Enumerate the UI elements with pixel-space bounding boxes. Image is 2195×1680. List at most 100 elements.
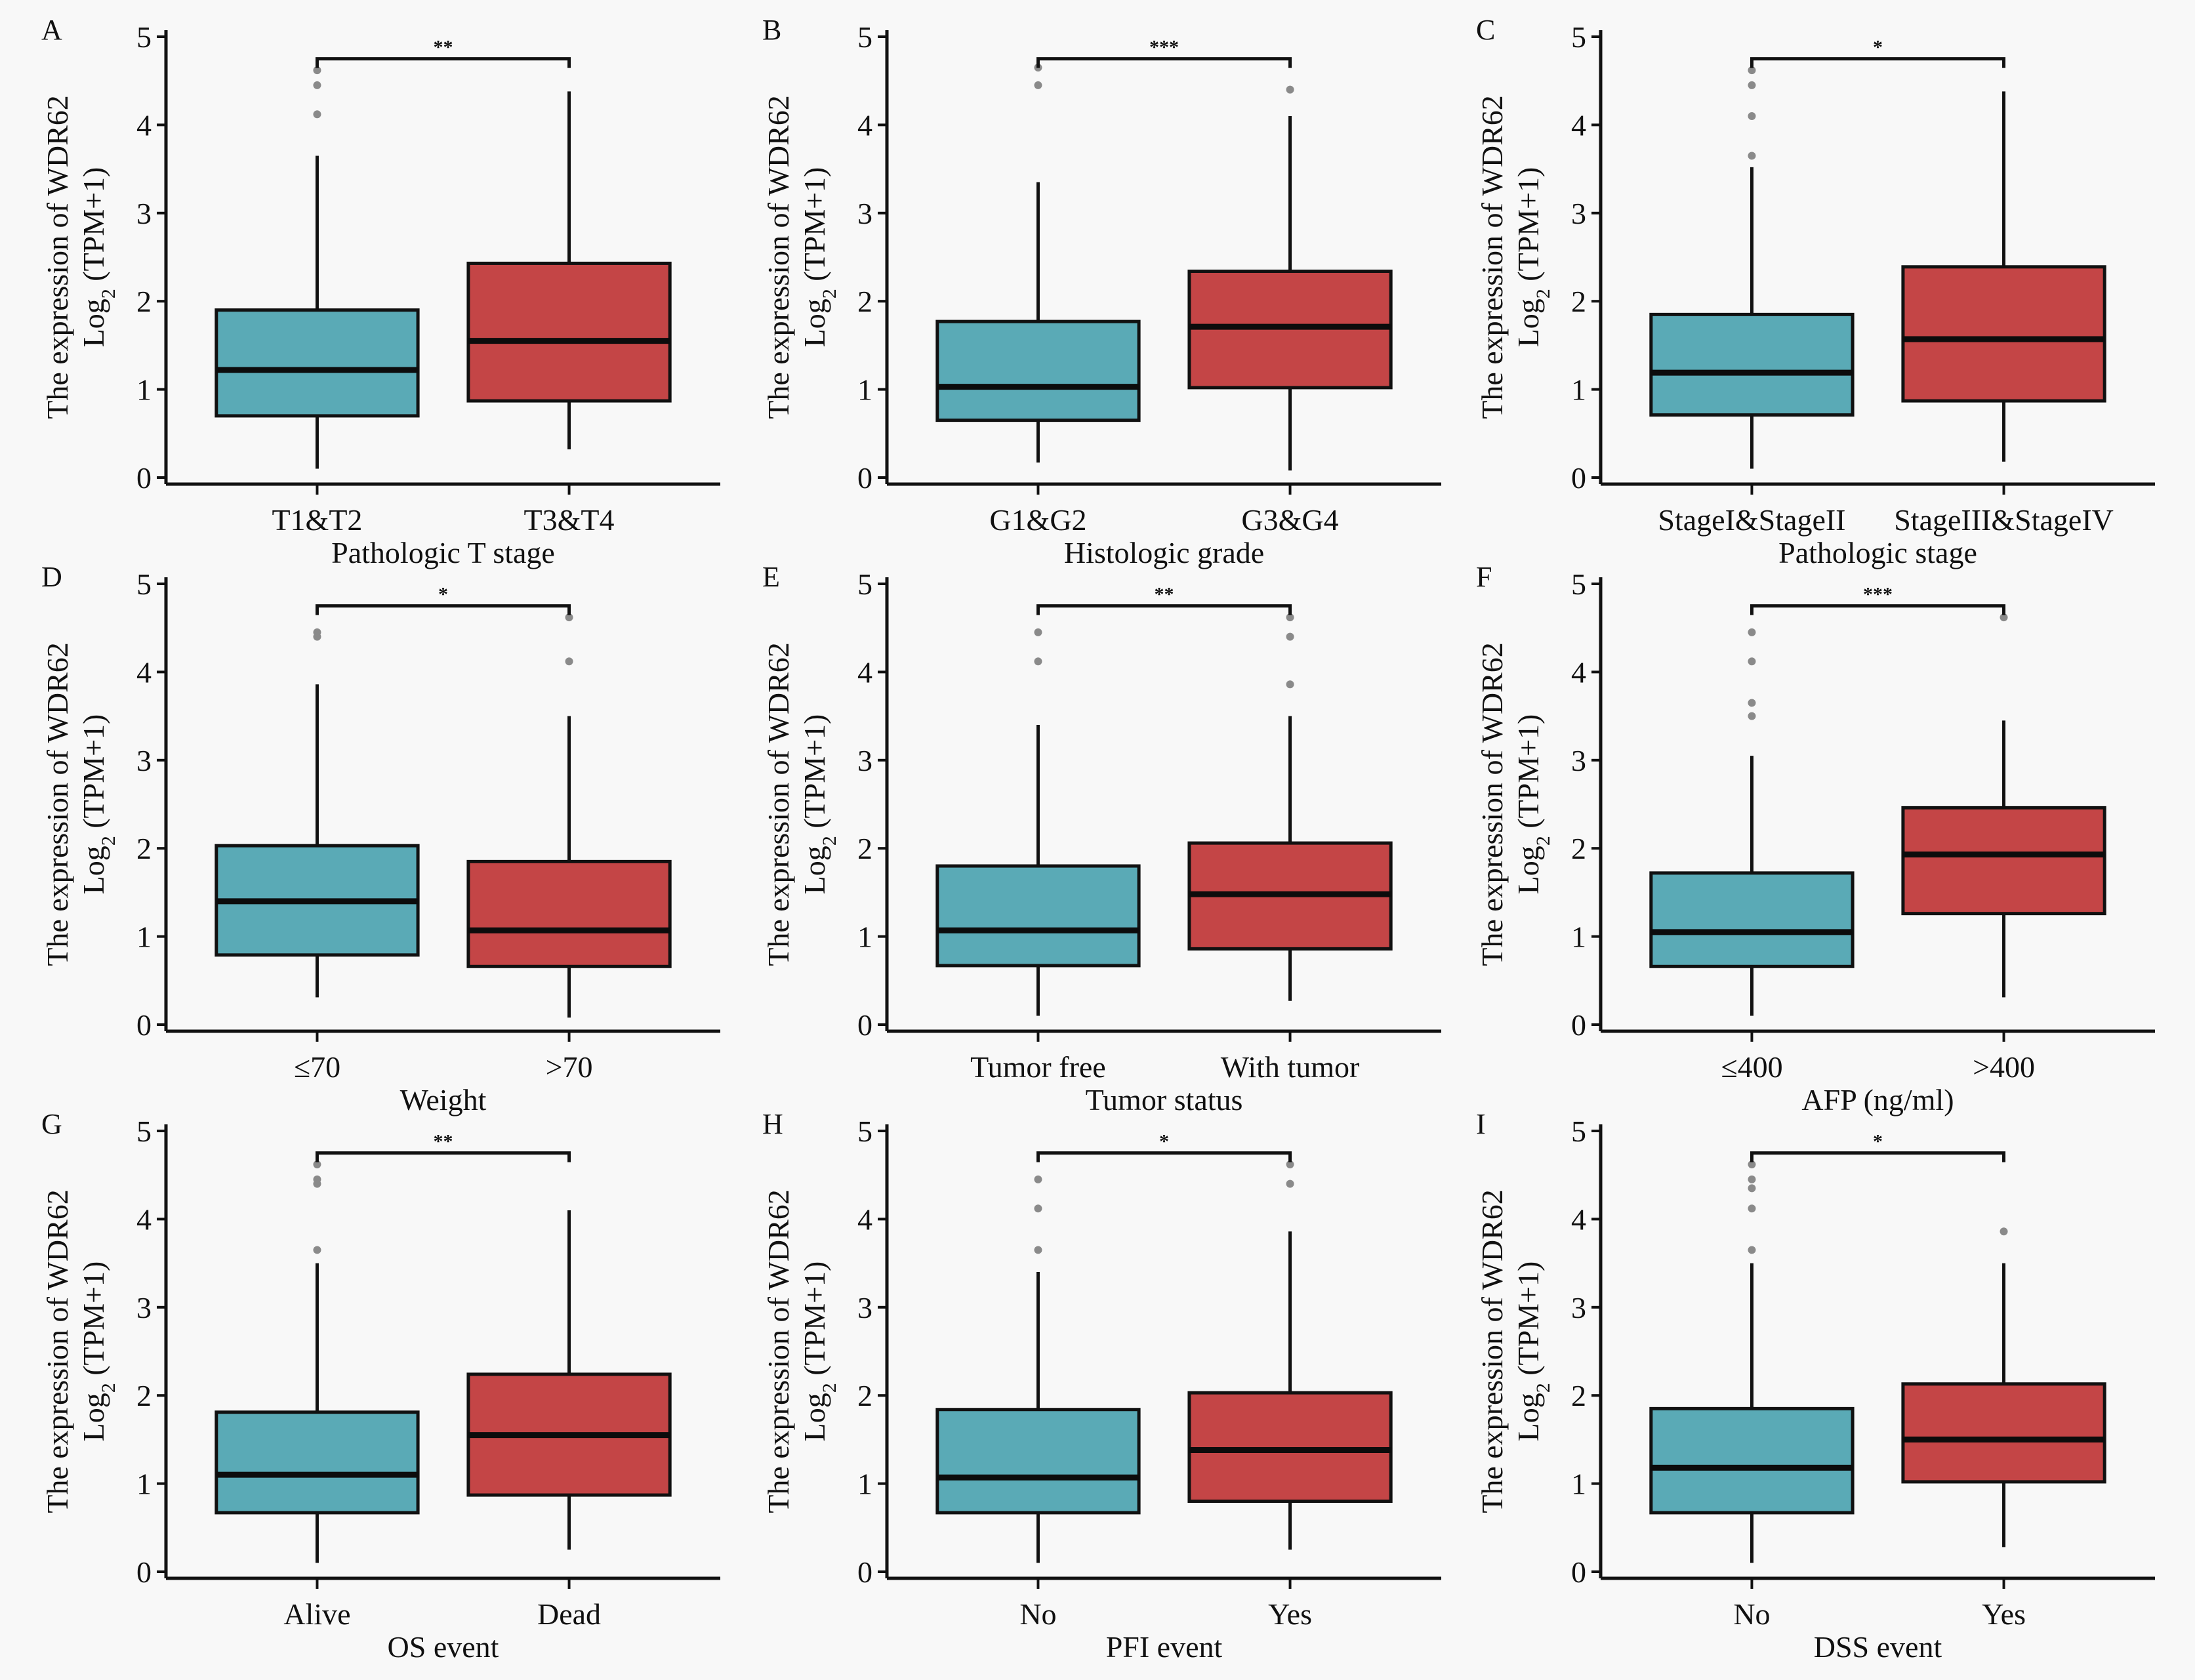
x-axis-title: OS event [388, 1630, 499, 1664]
y-tick-label: 0 [1571, 461, 1586, 495]
box-group-2: With tumor [1187, 613, 1393, 1084]
x-category-label: ≤400 [1721, 1050, 1782, 1084]
y-axis-title-unit: (TPM+1) [798, 1261, 831, 1383]
y-axis-title-line2: Log2 (TPM+1) [798, 714, 840, 895]
y-axis-title-log: Log [77, 298, 110, 347]
y-tick-label: 2 [857, 832, 872, 865]
y-axis-title-subscript: 2 [1532, 1383, 1554, 1393]
significance-bracket [315, 604, 571, 615]
x-category-label: Dead [537, 1597, 601, 1631]
outlier-point [1034, 628, 1042, 636]
y-axis-title-subscript: 2 [1532, 289, 1554, 298]
y-axis-title-unit: (TPM+1) [798, 167, 831, 289]
panel-letter: H [762, 1108, 783, 1140]
outlier-point [313, 1175, 321, 1183]
y-tick-label: 2 [857, 1379, 872, 1412]
outlier-point [1748, 1175, 1756, 1183]
box-iqr [1649, 871, 1855, 968]
box-iqr [215, 308, 420, 418]
box-iqr [466, 859, 672, 968]
y-axis-title-unit: (TPM+1) [1511, 1261, 1545, 1383]
y-axis-title-line2: Log2 (TPM+1) [798, 167, 840, 348]
x-category-label: ≤70 [294, 1050, 340, 1084]
y-axis-title-subscript: 2 [819, 289, 840, 298]
y-tick-label: 3 [136, 1291, 152, 1324]
x-category-label: StageIII&StageIV [1894, 503, 2114, 537]
y-tick-label: 3 [857, 1291, 872, 1324]
outlier-point [565, 657, 573, 666]
y-tick-label: 4 [1571, 108, 1586, 142]
x-axis-title: DSS event [1814, 1630, 1942, 1664]
box-group-2: Yes [1901, 1227, 2106, 1631]
box-group-2: Dead [466, 1210, 672, 1631]
y-axis-title-unit: (TPM+1) [77, 167, 110, 289]
significance-label: ** [434, 37, 453, 58]
box-group-1: No [935, 1175, 1141, 1631]
y-axis-title-line1: The expression of WDR62 [762, 95, 795, 419]
outlier-point [1748, 1160, 1756, 1169]
box-group-1: G1&G2 [935, 64, 1141, 537]
x-category-label: >400 [1973, 1050, 2035, 1084]
outlier-point [1034, 1246, 1042, 1254]
outlier-point [2000, 613, 2008, 622]
y-tick-label: 5 [136, 567, 152, 601]
y-tick-label: 4 [1571, 1202, 1586, 1236]
box-group-2: >400 [1901, 613, 2106, 1084]
y-axis-title-log: Log [798, 1393, 831, 1441]
y-tick-label: 2 [136, 285, 152, 318]
y-tick-label: 4 [857, 1202, 872, 1236]
y-axis-title-line2: Log2 (TPM+1) [1511, 167, 1554, 348]
box-iqr [935, 319, 1141, 422]
outlier-point [1748, 657, 1756, 666]
panel-letter: I [1476, 1108, 1486, 1140]
y-axis-title-subscript: 2 [98, 1383, 119, 1393]
y-axis-title-subscript: 2 [98, 289, 119, 298]
y-axis-title-unit: (TPM+1) [798, 714, 831, 836]
y-axis-title-log: Log [77, 1393, 110, 1441]
y-axis-title-log: Log [77, 846, 110, 894]
x-axis-title: Weight [400, 1083, 487, 1117]
outlier-point [1286, 85, 1294, 94]
y-tick-label: 3 [1571, 197, 1586, 230]
outlier-point [1748, 112, 1756, 120]
y-tick-label: 2 [1571, 1379, 1586, 1412]
y-axis-title-log: Log [1511, 298, 1545, 347]
y-axis-title-line1: The expression of WDR62 [1475, 95, 1509, 419]
outlier-point [565, 613, 573, 622]
box-iqr [1187, 1391, 1393, 1503]
panel-letter: G [41, 1108, 62, 1140]
y-tick-label: 1 [1571, 920, 1586, 954]
y-tick-label: 0 [136, 1008, 152, 1042]
x-category-label: G1&G2 [989, 503, 1086, 537]
outlier-point [313, 1246, 321, 1254]
outlier-point [1286, 632, 1294, 641]
y-tick-label: 1 [1571, 1467, 1586, 1501]
significance-bracket [315, 1151, 571, 1162]
panel-letter: A [41, 14, 62, 46]
y-tick-label: 2 [1571, 832, 1586, 865]
significance-bracket [1750, 1151, 2006, 1162]
y-axis-title-log: Log [1511, 846, 1545, 894]
y-tick-label: 1 [136, 373, 152, 407]
box-iqr [935, 1408, 1141, 1515]
y-axis-title-line1: The expression of WDR62 [1475, 642, 1509, 966]
y-tick-label: 3 [1571, 1291, 1586, 1324]
y-axis-title-unit: (TPM+1) [77, 714, 110, 836]
x-axis-title: Pathologic stage [1778, 536, 1977, 569]
y-axis-title-line1: The expression of WDR62 [1475, 1189, 1509, 1513]
significance-label: *** [1149, 37, 1179, 58]
y-tick-label: 2 [136, 832, 152, 865]
x-category-label: Tumor free [970, 1050, 1106, 1084]
outlier-point [1034, 81, 1042, 89]
significance-bracket [1750, 57, 2006, 68]
y-tick-label: 0 [857, 1008, 872, 1042]
outlier-point [1748, 628, 1756, 636]
significance-label: *** [1863, 584, 1893, 605]
y-axis-title-unit: (TPM+1) [77, 1261, 110, 1383]
y-tick-label: 5 [1571, 567, 1586, 601]
y-axis-title-line1: The expression of WDR62 [41, 642, 74, 966]
